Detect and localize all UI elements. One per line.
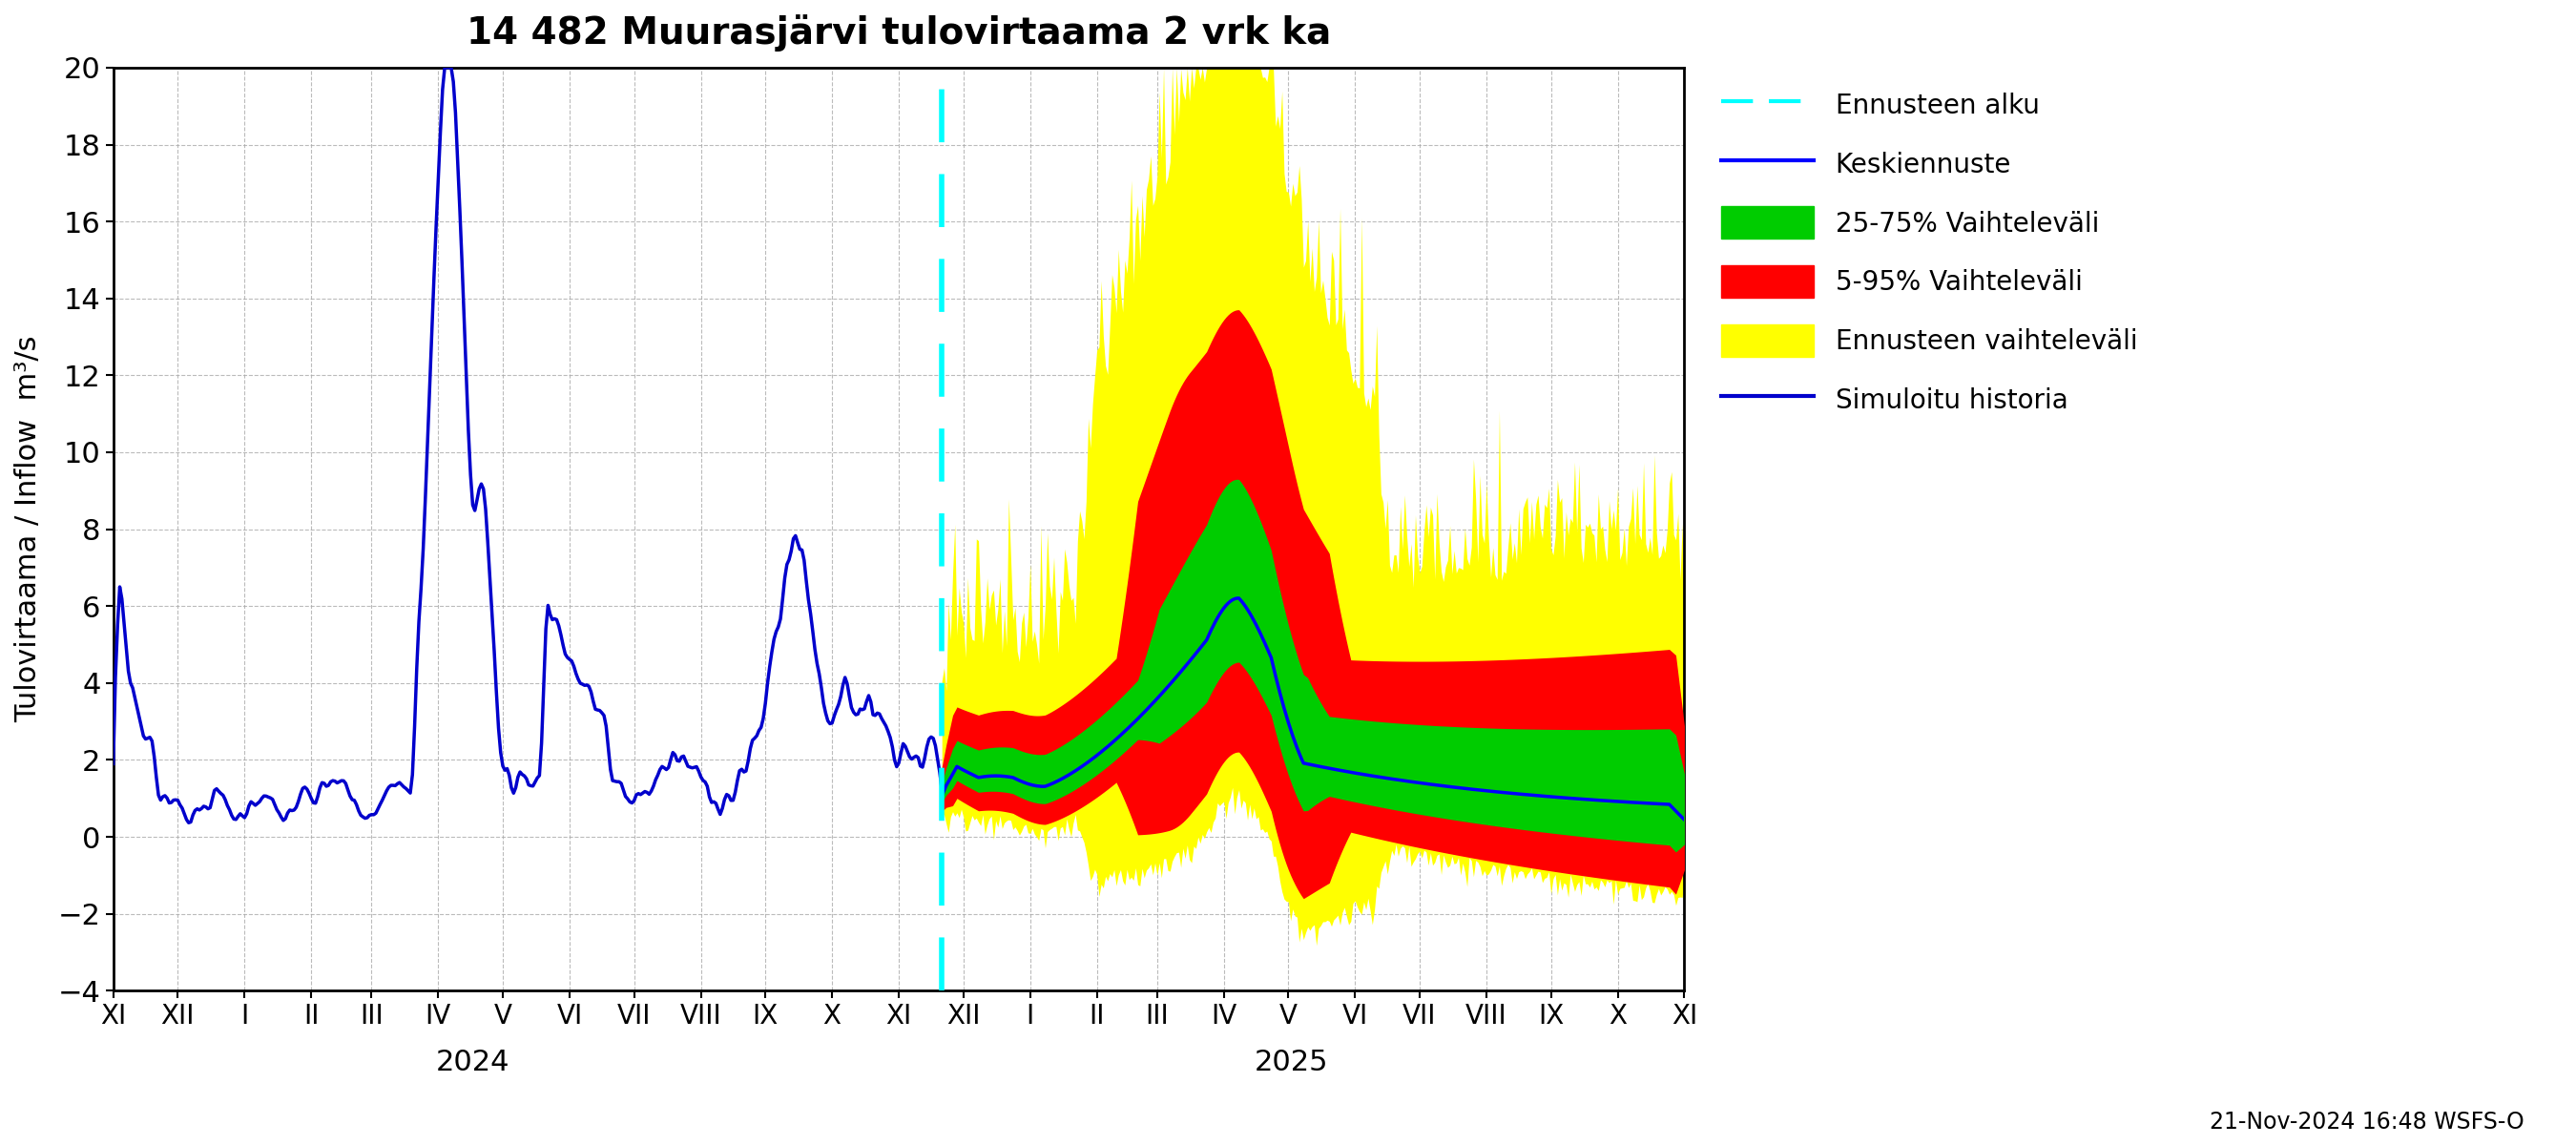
Legend: Ennusteen alku, Keskiennuste, 25-75% Vaihteleväli, 5-95% Vaihteleväli, Ennusteen: Ennusteen alku, Keskiennuste, 25-75% Vai…	[1713, 81, 2146, 424]
Y-axis label: Tulovirtaama / Inflow  m³/s: Tulovirtaama / Inflow m³/s	[15, 335, 41, 722]
Text: 2024: 2024	[435, 1049, 510, 1076]
Title: 14 482 Muurasjärvi tulovirtaama 2 vrk ka: 14 482 Muurasjärvi tulovirtaama 2 vrk ka	[466, 14, 1332, 52]
Text: 2025: 2025	[1255, 1049, 1329, 1076]
Text: 21-Nov-2024 16:48 WSFS-O: 21-Nov-2024 16:48 WSFS-O	[2210, 1111, 2524, 1134]
